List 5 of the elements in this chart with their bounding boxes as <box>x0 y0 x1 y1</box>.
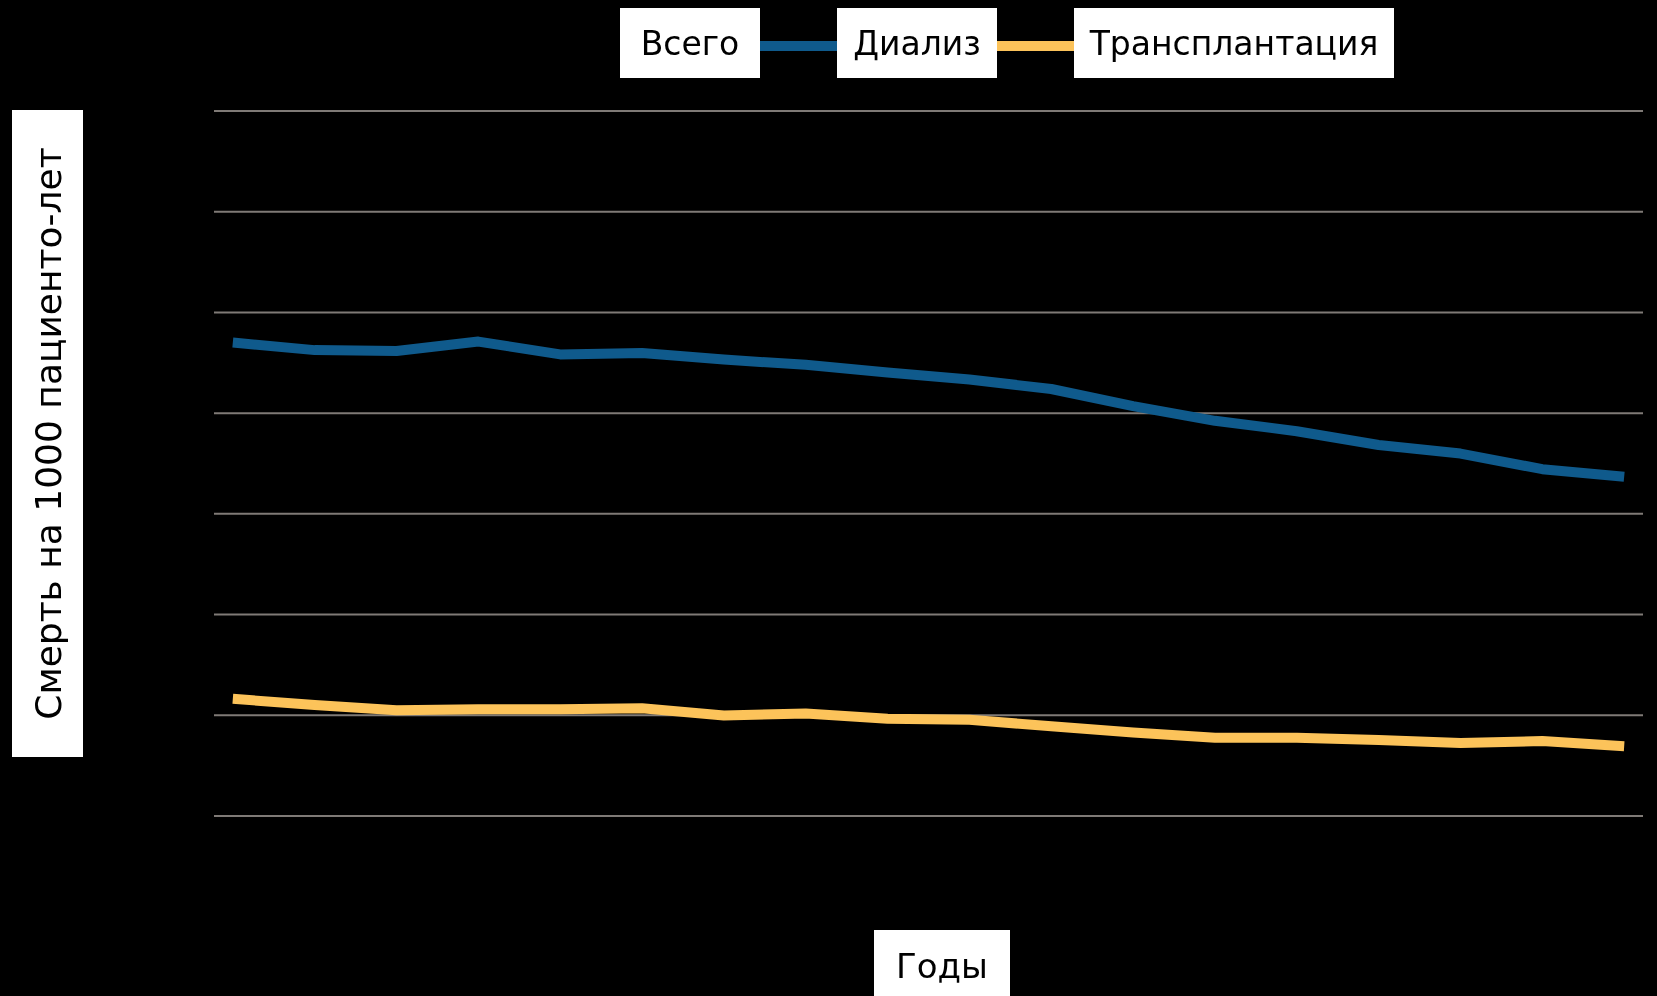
legend-label: Всего <box>640 24 740 63</box>
legend-label: Диализ <box>853 24 981 63</box>
y-axis-title: Смерть на 1000 пациенто-лет <box>27 147 69 720</box>
x-axis-title: Годы <box>896 946 988 986</box>
legend-label: Трансплантация <box>1088 24 1379 63</box>
